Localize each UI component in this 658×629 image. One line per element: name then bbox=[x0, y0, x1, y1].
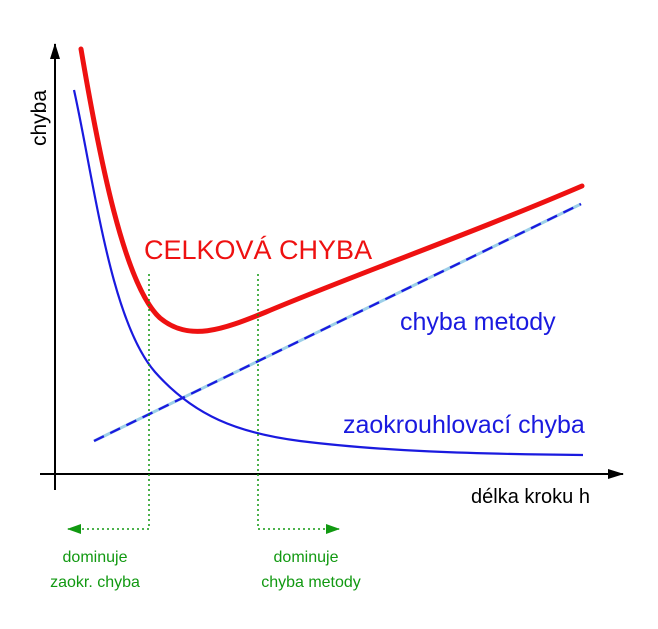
method-error-label: chyba metody bbox=[400, 308, 556, 336]
right-region-line2: chyba metody bbox=[261, 574, 361, 591]
left-region-line2: zaokr. chyba bbox=[50, 574, 140, 591]
total-error-label: CELKOVÁ CHYBA bbox=[144, 235, 372, 265]
method-error-line bbox=[93, 202, 582, 443]
y-axis-label: chyba bbox=[28, 90, 51, 146]
x-axis-label: délka kroku h bbox=[471, 486, 590, 508]
rounding-error-label: zaokrouhlovací chyba bbox=[343, 411, 585, 439]
rounding-error-curve bbox=[72, 89, 584, 457]
right-region-line1: dominuje bbox=[274, 549, 339, 566]
total-error-curve bbox=[78, 46, 585, 334]
left-region-line1: dominuje bbox=[63, 549, 128, 566]
